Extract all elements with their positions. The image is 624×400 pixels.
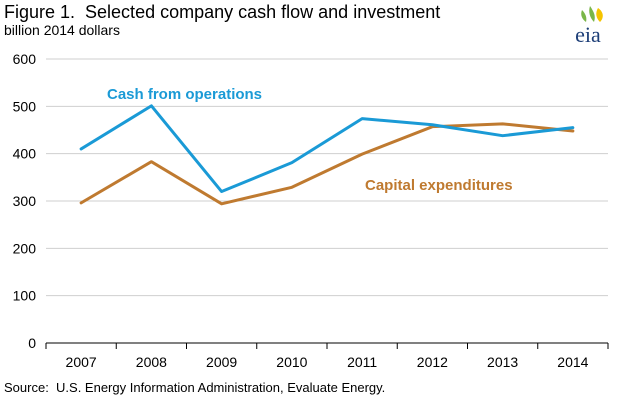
x-tick-label-2009: 2009 — [206, 354, 237, 370]
x-tick-label-2011: 2011 — [347, 354, 377, 370]
x-tick-label-2013: 2013 — [487, 354, 518, 370]
figure-title: Figure 1. Selected company cash flow and… — [4, 2, 441, 22]
logo-leaf-green-small — [581, 10, 587, 22]
series-line-capital-expenditures — [79, 122, 575, 206]
series-label-cash-from-operations: Cash from operations — [107, 86, 262, 103]
series-line-cash-from-operations — [79, 104, 575, 194]
y-tick-label-300: 300 — [13, 193, 37, 209]
source-note: Source: U.S. Energy Information Administ… — [4, 380, 386, 395]
x-tick-label-2008: 2008 — [136, 354, 167, 370]
x-tick-label-2012: 2012 — [417, 354, 448, 370]
y-tick-label-500: 500 — [13, 98, 37, 114]
x-tick-label-2007: 2007 — [66, 354, 97, 370]
y-tick-label-0: 0 — [28, 335, 36, 351]
series-label-capital-expenditures: Capital expenditures — [365, 177, 513, 194]
logo-leaf-yellow — [596, 8, 603, 22]
y-tick-label-100: 100 — [13, 288, 37, 304]
y-tick-label-200: 200 — [13, 240, 37, 256]
logo-leaf-green — [589, 6, 595, 22]
y-tick-label-600: 600 — [13, 51, 37, 67]
x-tick-label-2010: 2010 — [276, 354, 307, 370]
figure-subtitle: billion 2014 dollars — [4, 22, 120, 38]
y-tick-label-400: 400 — [13, 146, 37, 162]
logo-text: eia — [575, 22, 601, 46]
x-tick-label-2014: 2014 — [557, 354, 588, 370]
eia-logo: eia — [575, 6, 603, 46]
